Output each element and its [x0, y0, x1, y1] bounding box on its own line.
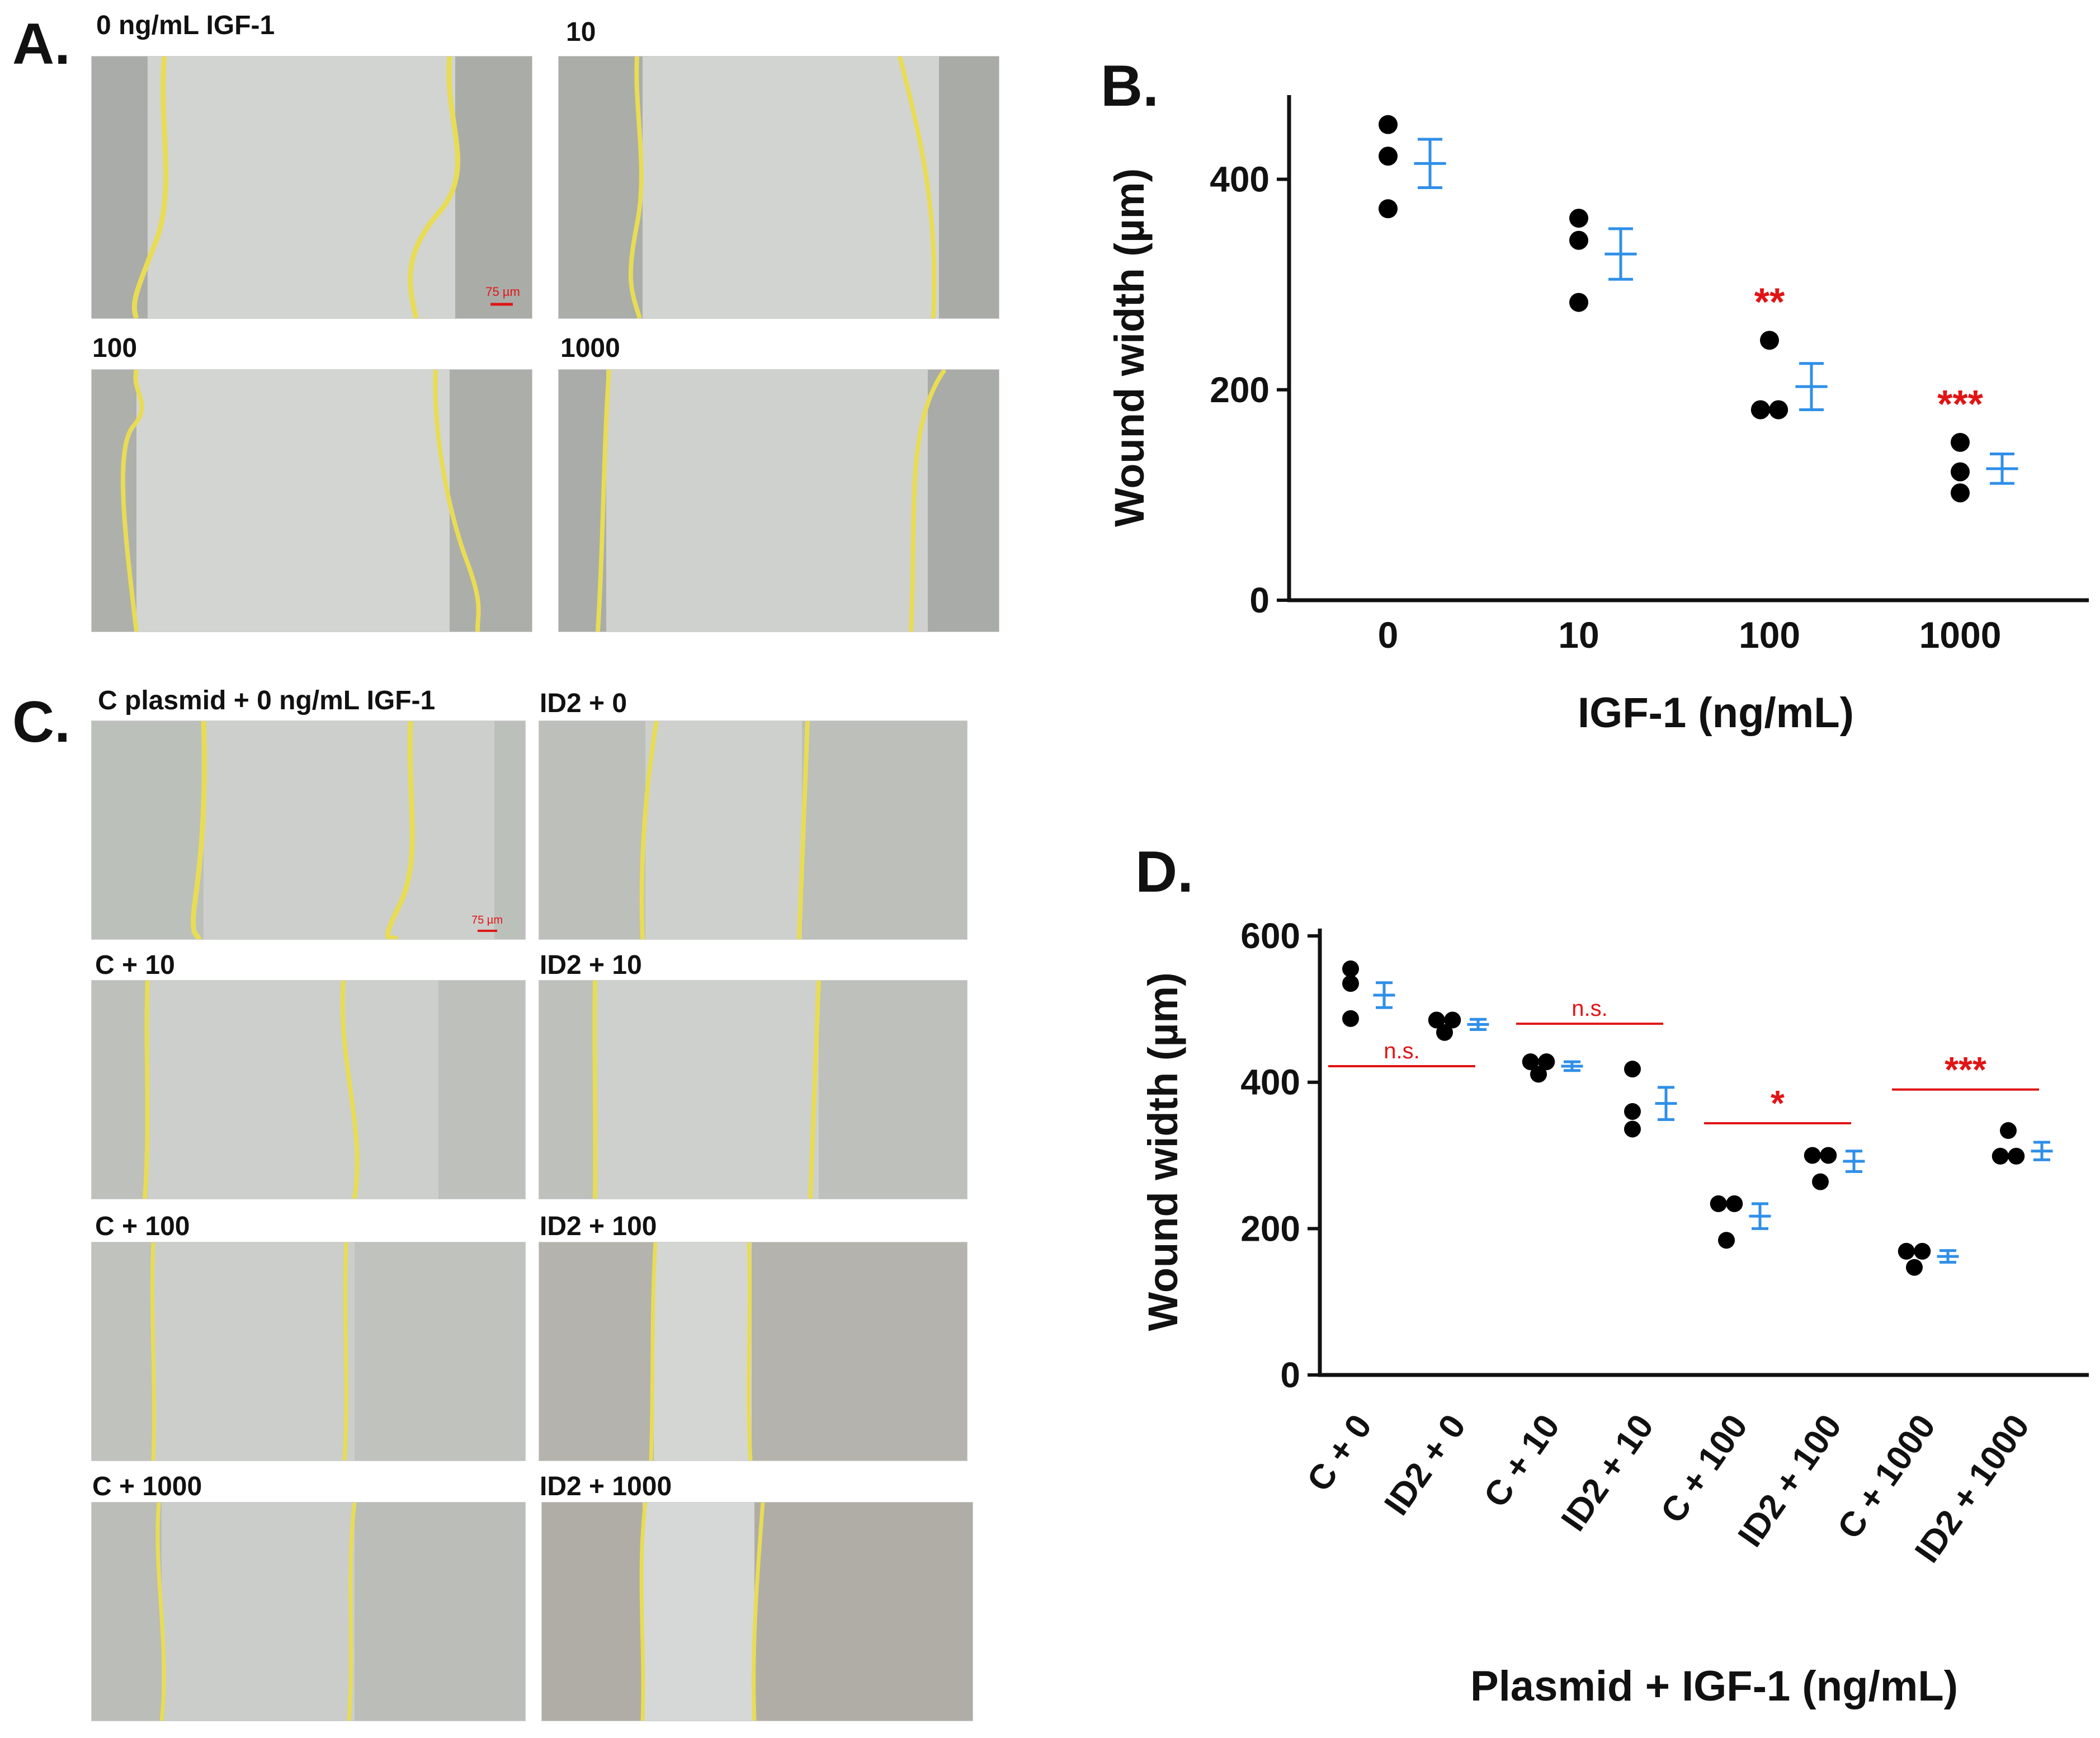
micrograph-a-0: 75 µm: [91, 56, 532, 319]
data-point-B: [1769, 400, 1788, 420]
micrograph-c-id2-0: [539, 720, 968, 940]
panel-c-label-id2-0: ID2 + 0: [540, 689, 627, 718]
data-point-D: [1624, 1061, 1641, 1078]
panel-c-label-c10: C + 10: [95, 950, 175, 980]
data-point-D: [1342, 960, 1359, 977]
data-point-D: [1342, 1010, 1359, 1027]
x-tick-label-D: ID2 + 1000: [1908, 1407, 2037, 1569]
data-point-D: [1726, 1195, 1743, 1212]
micrograph-c-id2-100: [539, 1242, 968, 1461]
data-point-D: [1436, 1024, 1453, 1041]
significance-marker-B: ***: [1937, 382, 1983, 426]
x-tick-label-D: ID2 + 10: [1554, 1407, 1662, 1538]
x-tick-label-D: ID2 + 0: [1377, 1407, 1473, 1522]
micrograph-c-c100: [91, 1242, 526, 1461]
x-tick-label-B: 1000: [1919, 614, 2002, 656]
comparison-label-D: ***: [1945, 1049, 1986, 1090]
panel-a-letter: A.: [12, 12, 70, 77]
data-point-B: [1379, 199, 1398, 219]
panel-a-label-100: 100: [92, 333, 138, 363]
data-point-D: [1718, 1232, 1735, 1249]
y-axis-title-B: Wound width (µm): [1106, 168, 1153, 527]
data-point-D: [1812, 1173, 1829, 1190]
micrograph-a-100: [91, 369, 532, 632]
micrograph-c-c1000: [91, 1502, 526, 1721]
comparison-label-D: n.s.: [1572, 996, 1607, 1021]
x-axis-title-B: IGF-1 (ng/mL): [1578, 689, 1854, 737]
panel-c-label-id2-100: ID2 + 100: [540, 1212, 657, 1241]
x-tick-label-D: C + 100: [1653, 1407, 1755, 1530]
data-point-D: [1820, 1147, 1837, 1164]
micrograph-c-c0: 75 µm: [91, 720, 526, 940]
y-tick-label-D: 600: [1240, 916, 1300, 956]
comparison-label-D: n.s.: [1384, 1039, 1419, 1063]
data-point-B: [1379, 115, 1398, 134]
x-tick-label-D: C + 10: [1476, 1407, 1567, 1514]
data-point-B: [1569, 293, 1588, 312]
y-tick-label-B: 0: [1249, 580, 1270, 620]
data-point-D: [1804, 1147, 1821, 1164]
x-tick-label-D: C + 1000: [1830, 1407, 1943, 1546]
panel-c-label-id2-10: ID2 + 10: [540, 950, 642, 980]
data-point-B: [1951, 432, 1970, 452]
x-axis-title-D: Plasmid + IGF-1 (ng/mL): [1470, 1662, 1958, 1710]
y-axis-title-D: Wound width (µm): [1140, 972, 1186, 1331]
data-point-D: [1898, 1242, 1915, 1260]
scale-bar-label-c: 75 µm: [471, 914, 503, 926]
micrograph-a-1000: [558, 369, 999, 632]
y-tick-label-D: 0: [1280, 1355, 1300, 1395]
data-point-D: [1624, 1120, 1641, 1138]
data-point-D: [1444, 1011, 1461, 1029]
y-tick-label-B: 200: [1210, 370, 1270, 410]
y-tick-label-B: 400: [1210, 159, 1270, 200]
data-point-D: [1522, 1053, 1539, 1071]
panel-c-label-c100: C + 100: [95, 1212, 190, 1241]
data-point-B: [1750, 400, 1770, 420]
micrograph-a-10: [558, 56, 999, 319]
data-point-B: [1951, 483, 1970, 503]
micrograph-c-id2-10: [539, 980, 968, 1199]
x-tick-label-B: 0: [1378, 614, 1399, 656]
x-tick-label-B: 100: [1739, 614, 1800, 656]
x-tick-label-D: ID2 + 100: [1731, 1407, 1849, 1553]
significance-marker-B: **: [1754, 280, 1785, 323]
data-point-B: [1951, 462, 1970, 482]
y-tick-label-D: 200: [1240, 1208, 1300, 1249]
data-point-D: [1906, 1259, 1923, 1276]
panel-a-label-1000: 1000: [560, 333, 620, 363]
panel-c-letter: C.: [12, 690, 70, 755]
data-point-D: [1428, 1011, 1445, 1029]
micrograph-c-id2-1000: [541, 1502, 973, 1721]
data-point-D: [1914, 1242, 1931, 1260]
data-point-D: [1624, 1103, 1641, 1120]
x-tick-label-D: C + 0: [1300, 1407, 1380, 1498]
x-tick-label-B: 10: [1558, 614, 1599, 656]
y-tick-label-D: 400: [1240, 1062, 1300, 1103]
data-point-D: [1530, 1066, 1547, 1083]
panel-a-label-10: 10: [566, 17, 596, 47]
data-point-B: [1569, 209, 1588, 228]
panel-c-label-id2-1000: ID2 + 1000: [540, 1472, 672, 1501]
data-point-B: [1379, 147, 1398, 166]
scale-bar-label-a: 75 µm: [485, 285, 520, 299]
panel-b-letter: B.: [1101, 54, 1159, 119]
data-point-B: [1760, 331, 1779, 350]
data-point-D: [1538, 1053, 1555, 1071]
data-point-D: [2000, 1122, 2017, 1139]
comparison-label-D: *: [1771, 1083, 1785, 1123]
data-point-D: [2008, 1147, 2025, 1165]
panel-c-label-c1000: C + 1000: [92, 1472, 202, 1501]
data-point-D: [1342, 975, 1359, 992]
panel-c-label-c0: C plasmid + 0 ng/mL IGF-1: [98, 686, 436, 715]
data-point-B: [1569, 230, 1588, 250]
panel-d-letter: D.: [1135, 840, 1193, 905]
data-point-D: [1710, 1195, 1727, 1212]
micrograph-c-c10: [91, 980, 526, 1199]
panel-a-label-0: 0 ng/mL IGF-1: [96, 11, 275, 40]
data-point-D: [1992, 1147, 2009, 1165]
